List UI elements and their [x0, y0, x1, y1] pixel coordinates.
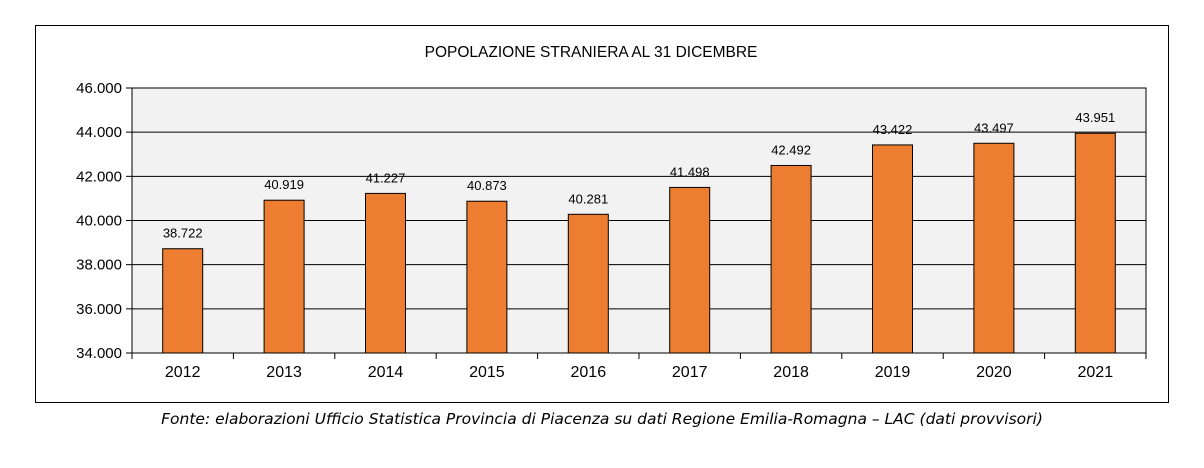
y-tick-label: 40.000: [76, 213, 122, 230]
y-tick-label: 34.000: [76, 345, 122, 362]
chart-title: POPOLAZIONE STRANIERA AL 31 DICEMBRE: [425, 44, 758, 61]
data-label: 43.422: [873, 122, 913, 137]
bar: [263, 199, 305, 354]
plot-area: 34.000 36.000 38.000 40.000 42.000 44.000 46.0…: [76, 80, 1147, 381]
y-tick-label: 46.000: [76, 80, 122, 97]
data-label: 41.498: [670, 164, 710, 179]
data-label: 38.722: [163, 226, 203, 241]
data-label: 41.227: [366, 170, 406, 185]
bar: [567, 213, 609, 354]
bar: [669, 186, 711, 354]
bar: [1074, 132, 1116, 354]
data-label: 43.951: [1075, 110, 1115, 125]
data-label: 40.919: [264, 177, 304, 192]
y-tick-label: 44.000: [76, 124, 122, 141]
x-tick-label: 2013: [266, 364, 302, 381]
x-tick-label: 2020: [976, 364, 1012, 381]
y-tick-label: 36.000: [76, 301, 122, 318]
y-tick-label: 42.000: [76, 168, 122, 185]
x-tick-label: 2021: [1078, 364, 1114, 381]
x-tick-label: 2017: [672, 364, 708, 381]
x-tick-label: 2015: [469, 364, 505, 381]
bar: [872, 144, 913, 354]
source-note: Fonte: elaborazioni Ufficio Statistica P…: [161, 410, 1043, 428]
x-tick-label: 2019: [875, 364, 911, 381]
bar: [770, 164, 812, 354]
x-tick-label: 2016: [571, 364, 607, 381]
data-label: 40.281: [568, 191, 608, 206]
data-label: 40.873: [467, 178, 507, 193]
chart-frame: POPOLAZIONE STRANIERA AL 31 DICEMBRE 34.…: [35, 25, 1169, 403]
bar: [466, 200, 508, 354]
bar-chart: POPOLAZIONE STRANIERA AL 31 DICEMBRE 34.…: [76, 44, 1147, 381]
bar: [162, 248, 204, 354]
x-tick-label: 2018: [773, 364, 809, 381]
data-label: 42.492: [771, 142, 811, 157]
x-tick-label: 2014: [368, 364, 404, 381]
y-tick-label: 38.000: [76, 257, 122, 274]
bar: [973, 142, 1015, 354]
data-label: 43.497: [974, 120, 1014, 135]
bar: [365, 192, 406, 354]
x-tick-label: 2012: [165, 364, 201, 381]
